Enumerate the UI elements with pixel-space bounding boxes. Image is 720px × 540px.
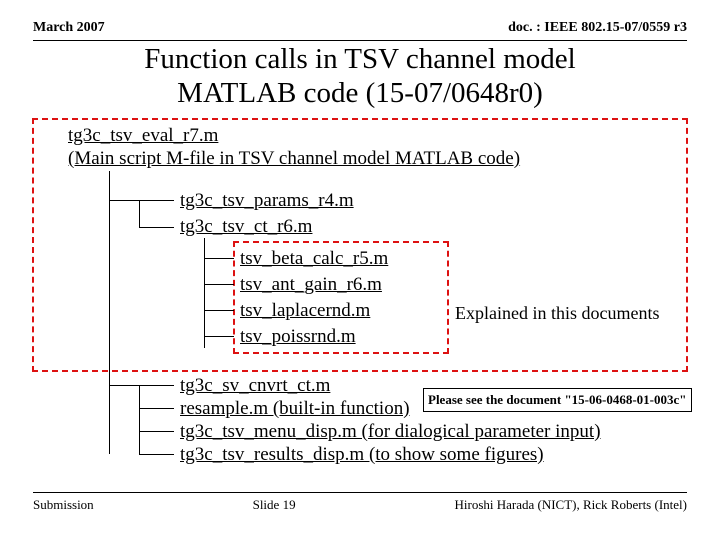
slide-title: Function calls in TSV channel model MATL… [0, 42, 720, 110]
footer-center: Slide 19 [253, 497, 296, 513]
sub-vline [204, 238, 205, 348]
l2-c: tsv_laplacernd.m [240, 300, 370, 322]
h-to-group1 [109, 200, 139, 201]
header-rule [33, 40, 687, 41]
group1-vline [139, 200, 140, 228]
l1-b: tg3c_tsv_ct_r6.m [180, 216, 312, 238]
l1b-a: tg3c_sv_cnvrt_ct.m [180, 375, 330, 397]
annot-explained: Explained in this documents [455, 303, 659, 324]
h-g2a [139, 385, 174, 386]
h-g2b [139, 408, 174, 409]
group2-vline [139, 385, 140, 455]
h-s4 [204, 336, 234, 337]
l1b-c: tg3c_tsv_menu_disp.m (for dialogical par… [180, 421, 601, 443]
title-line1: Function calls in TSV channel model [144, 43, 575, 75]
header-docref: doc. : IEEE 802.15-07/0559 r3 [508, 20, 687, 36]
h-to-group2 [109, 385, 139, 386]
l1b-b: resample.m (built-in function) [180, 398, 410, 420]
h-s1 [204, 258, 234, 259]
l1-a: tg3c_tsv_params_r4.m [180, 190, 354, 212]
l2-a: tsv_beta_calc_r5.m [240, 248, 388, 270]
annot-seedoc: Please see the document "15-06-0468-01-0… [428, 392, 687, 407]
l2-d: tsv_poissrnd.m [240, 326, 356, 348]
annot-seedoc-box: Please see the document "15-06-0468-01-0… [423, 388, 692, 412]
footer-right: Hiroshi Harada (NICT), Rick Roberts (Int… [454, 497, 687, 513]
l1b-d: tg3c_tsv_results_disp.m (to show some fi… [180, 444, 544, 466]
header-date: March 2007 [33, 20, 105, 36]
h-s3 [204, 310, 234, 311]
h-g1a [139, 200, 174, 201]
h-s2 [204, 284, 234, 285]
h-g1b [139, 227, 174, 228]
h-g2d [139, 454, 174, 455]
footer-left: Submission [33, 497, 94, 513]
slide-footer: Submission Slide 19 Hiroshi Harada (NICT… [33, 497, 687, 513]
trunk-vline [109, 171, 110, 454]
footer-rule [33, 492, 687, 493]
l2-b: tsv_ant_gain_r6.m [240, 274, 382, 296]
slide-header: March 2007 doc. : IEEE 802.15-07/0559 r3 [33, 20, 687, 36]
main-desc: (Main script M-file in TSV channel model… [68, 148, 520, 170]
main-file: tg3c_tsv_eval_r7.m [68, 125, 218, 147]
h-g2c [139, 431, 174, 432]
title-line2: MATLAB code (15-07/0648r0) [177, 77, 543, 109]
